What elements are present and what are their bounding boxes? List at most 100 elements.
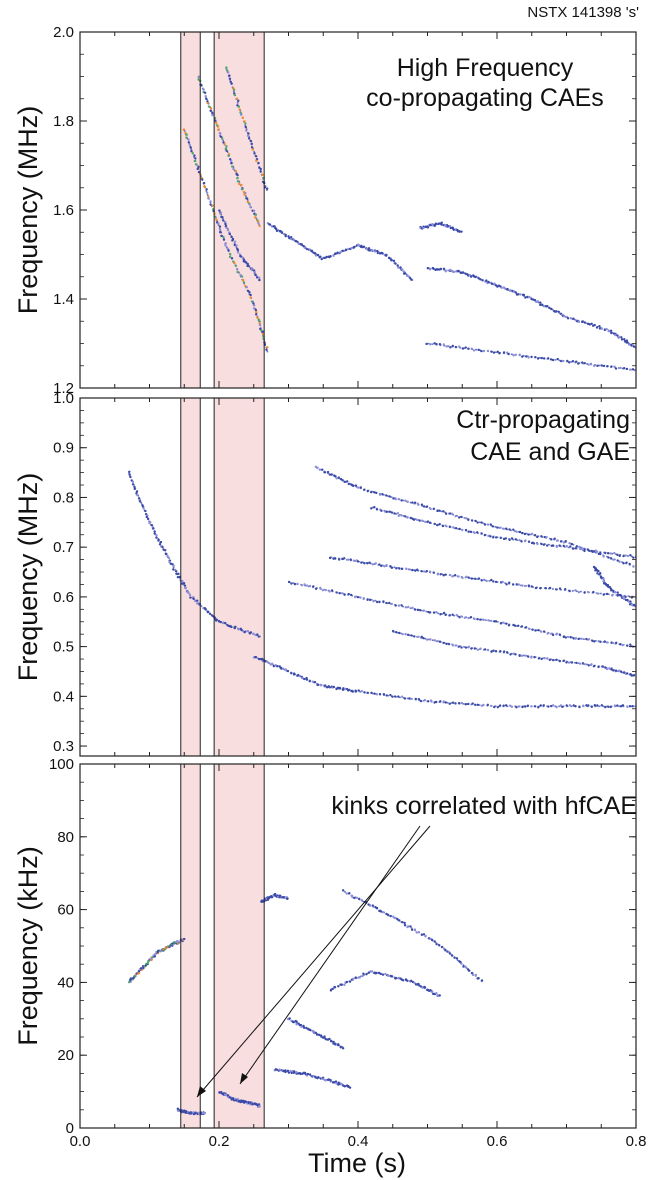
data-point xyxy=(528,627,531,631)
data-point xyxy=(194,163,198,166)
data-point xyxy=(153,955,157,958)
data-point xyxy=(286,1069,290,1072)
data-point xyxy=(240,183,243,187)
data-point xyxy=(416,502,420,505)
data-point xyxy=(215,618,219,621)
data-point xyxy=(461,576,464,580)
data-point xyxy=(474,973,478,977)
data-point xyxy=(502,704,505,707)
data-point xyxy=(449,346,452,349)
data-point xyxy=(379,910,383,913)
shaded-region xyxy=(214,764,265,1128)
data-point xyxy=(315,1033,319,1036)
data-point xyxy=(347,482,350,486)
data-point xyxy=(154,953,157,956)
data-point xyxy=(328,686,331,689)
data-point xyxy=(554,588,558,591)
data-point xyxy=(361,974,364,978)
data-point xyxy=(335,1082,338,1085)
data-point xyxy=(479,647,482,650)
data-point xyxy=(604,551,607,555)
data-point xyxy=(439,267,443,271)
data-point xyxy=(219,231,222,234)
data-point xyxy=(334,1080,338,1083)
data-point xyxy=(181,580,184,583)
y-tick-label: 0.4 xyxy=(53,688,74,705)
data-point xyxy=(338,686,342,690)
data-point xyxy=(359,486,362,489)
data-point xyxy=(267,661,270,665)
y-axis-label: Frequency (kHz) xyxy=(13,846,43,1046)
annotation-line: co-propagating CAEs xyxy=(366,84,604,112)
data-point xyxy=(473,531,476,535)
data-point xyxy=(444,512,448,515)
data-point xyxy=(334,475,337,478)
data-point xyxy=(447,642,451,646)
data-point xyxy=(520,531,524,535)
data-point xyxy=(622,554,625,558)
data-point xyxy=(131,483,135,486)
data-point xyxy=(424,934,427,938)
data-point xyxy=(425,569,429,573)
data-point xyxy=(562,544,565,548)
data-point xyxy=(311,680,314,683)
data-point xyxy=(247,137,251,140)
data-point xyxy=(300,243,304,246)
data-point xyxy=(545,536,548,539)
data-point xyxy=(390,602,394,606)
data-point xyxy=(238,108,241,111)
data-point xyxy=(593,640,596,643)
data-point xyxy=(408,697,411,700)
data-point xyxy=(612,558,615,561)
data-point xyxy=(493,705,496,709)
data-point xyxy=(133,487,136,491)
data-point xyxy=(417,931,421,934)
data-point xyxy=(585,637,588,641)
data-point xyxy=(418,984,421,987)
data-point xyxy=(251,148,254,151)
data-point xyxy=(354,976,357,979)
data-point xyxy=(188,143,191,146)
data-point xyxy=(303,246,306,250)
data-point xyxy=(555,545,559,549)
data-point xyxy=(533,705,537,708)
data-point xyxy=(251,1103,254,1106)
data-point xyxy=(567,361,571,364)
data-point xyxy=(512,354,515,357)
data-point xyxy=(514,538,517,541)
data-point xyxy=(614,669,618,672)
data-point xyxy=(131,480,135,484)
data-point xyxy=(592,364,596,368)
data-point xyxy=(625,339,629,342)
data-point xyxy=(306,1072,310,1076)
y-tick-label: 2.0 xyxy=(53,24,74,41)
data-point xyxy=(398,567,401,570)
data-point xyxy=(551,358,555,362)
data-point xyxy=(505,651,509,654)
data-point xyxy=(449,226,453,230)
data-point xyxy=(568,589,571,593)
data-point xyxy=(146,517,150,521)
data-point xyxy=(426,520,430,523)
data-point xyxy=(435,992,438,995)
data-point xyxy=(480,979,484,982)
data-point xyxy=(577,637,580,641)
data-point xyxy=(546,632,549,635)
data-point xyxy=(487,619,490,622)
data-point xyxy=(542,543,546,546)
data-point xyxy=(195,602,199,605)
data-point xyxy=(254,155,258,158)
data-point xyxy=(252,632,255,635)
data-point xyxy=(487,534,490,538)
data-point xyxy=(407,568,411,571)
data-point xyxy=(480,521,483,524)
data-point xyxy=(218,131,222,135)
data-point xyxy=(202,181,206,185)
data-point xyxy=(616,559,619,562)
data-point xyxy=(390,511,393,514)
data-point xyxy=(413,608,417,611)
data-point xyxy=(298,674,302,678)
data-point xyxy=(515,583,518,586)
data-point xyxy=(614,333,617,337)
data-point xyxy=(209,109,212,112)
